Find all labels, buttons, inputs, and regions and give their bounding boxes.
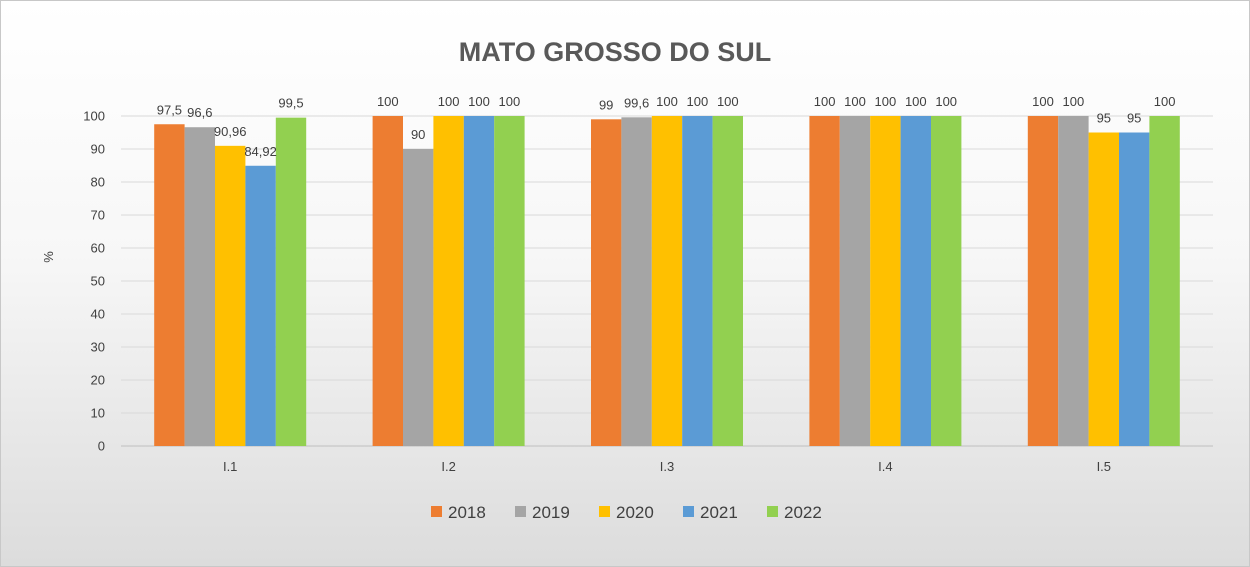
data-labels: 97,5 96,690,96 84,92 99,5 100 90 100 100 100 99 99…: [157, 94, 1176, 159]
legend-label-2022: 2022: [784, 503, 822, 522]
legend-swatch-2021: [683, 506, 694, 517]
y-tick-label: 10: [91, 406, 105, 421]
data-label: 100: [438, 94, 460, 109]
x-tick-label: I.3: [660, 459, 674, 474]
bar-I.4-2022: [931, 116, 962, 446]
bar-I.5-2018: [1027, 116, 1059, 446]
data-label: 90: [411, 127, 425, 142]
x-tick-label: I.2: [441, 459, 455, 474]
bar-I.3-2020: [651, 116, 683, 446]
bar-I.2-2022: [494, 116, 525, 446]
bar-I.4-2020: [870, 116, 901, 446]
bar-I.1-2018: [154, 124, 185, 446]
bar-I.4-2021: [900, 116, 931, 446]
y-tick-label: 0: [98, 439, 105, 454]
legend-label-2019: 2019: [532, 503, 570, 522]
data-label: 100: [875, 94, 897, 109]
legend-swatch-2022: [767, 506, 778, 517]
data-label: 100: [656, 94, 678, 109]
bar-I.2-2021: [463, 116, 495, 446]
bar-I.2-2020: [433, 116, 464, 446]
bar-I.5-2022: [1149, 116, 1180, 446]
data-label: 95: [1097, 111, 1111, 126]
data-label: 97,5: [157, 102, 182, 117]
y-tick-label: 20: [91, 373, 105, 388]
bar-I.1-2022: [275, 117, 307, 447]
data-label: 99,6: [624, 95, 649, 110]
y-tick-label: 40: [91, 307, 105, 322]
data-label: 100: [499, 94, 521, 109]
data-label: 100: [1154, 94, 1176, 109]
data-label: 100: [717, 94, 739, 109]
bars: [154, 116, 1180, 447]
y-tick-label: 70: [91, 208, 105, 223]
y-tick-label: 50: [91, 274, 105, 289]
bar-I.3-2019: [621, 117, 652, 446]
bar-I.3-2018: [591, 119, 622, 447]
data-label: 100: [1063, 94, 1085, 109]
data-label: 100: [844, 94, 866, 109]
x-axis-ticks: I.1 I.2 I.3 I.4 I.5: [223, 459, 1111, 474]
y-tick-label: 80: [91, 175, 105, 190]
y-axis-ticks: 0 10 20 30 40 50 60 70 80 90 100: [83, 109, 105, 454]
bar-I.2-2018: [372, 116, 403, 446]
legend-label-2018: 2018: [448, 503, 486, 522]
bar-I.4-2019: [839, 116, 871, 446]
bar-I.3-2022: [712, 116, 743, 446]
y-tick-label: 100: [83, 109, 105, 124]
legend-swatch-2019: [515, 506, 526, 517]
y-axis-label: %: [41, 251, 56, 263]
bar-I.5-2019: [1058, 116, 1089, 446]
bar-I.2-2019: [403, 149, 434, 446]
data-label: 96,6: [187, 105, 212, 120]
legend-label-2021: 2021: [700, 503, 738, 522]
x-tick-label: I.4: [878, 459, 892, 474]
x-tick-label: I.1: [223, 459, 237, 474]
data-label: 100: [935, 94, 957, 109]
data-label: 95: [1127, 111, 1141, 126]
bar-I.3-2021: [682, 116, 713, 446]
legend-label-2020: 2020: [616, 503, 654, 522]
data-label: 99: [599, 97, 613, 112]
legend-swatch-2020: [599, 506, 610, 517]
y-tick-label: 60: [91, 241, 105, 256]
bar-I.1-2020: [215, 145, 246, 446]
bar-I.1-2019: [184, 127, 215, 446]
data-label: 100: [377, 94, 399, 109]
data-label: 100: [687, 94, 709, 109]
bar-I.1-2021: [245, 165, 276, 447]
data-label: 100: [1032, 94, 1054, 109]
legend-swatch-2018: [431, 506, 442, 517]
chart-title: MATO GROSSO DO SUL: [459, 37, 772, 67]
x-tick-label: I.5: [1097, 459, 1111, 474]
bar-I.5-2021: [1119, 132, 1150, 446]
data-label: 100: [905, 94, 927, 109]
data-label: 100: [814, 94, 836, 109]
bar-I.5-2020: [1088, 132, 1119, 446]
y-tick-label: 30: [91, 340, 105, 355]
legend: 2018 2019 2020 2021 2022: [431, 503, 822, 522]
data-label: 99,5: [278, 96, 303, 111]
data-label: 100: [468, 94, 490, 109]
data-label: 84,92: [244, 144, 277, 159]
y-tick-label: 90: [91, 142, 105, 157]
bar-I.4-2018: [809, 116, 840, 446]
data-label: 90,96: [214, 124, 247, 139]
